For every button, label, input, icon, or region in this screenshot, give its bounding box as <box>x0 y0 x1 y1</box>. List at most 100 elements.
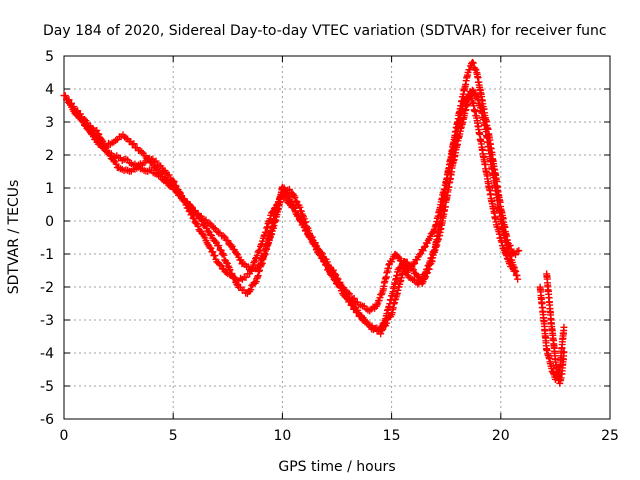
data-point-marker <box>248 264 256 272</box>
data-point-marker <box>388 258 396 266</box>
data-point-marker <box>336 278 344 286</box>
data-point-marker <box>291 193 299 201</box>
data-point-marker <box>221 233 229 241</box>
plot-frame <box>63 55 611 420</box>
data-points <box>60 58 568 387</box>
grid-lines <box>64 56 610 419</box>
data-point-marker <box>190 215 198 223</box>
data-point-marker <box>206 231 214 239</box>
data-point-marker <box>366 321 374 329</box>
data-point-marker <box>169 177 177 185</box>
data-point-marker <box>423 269 431 277</box>
data-point-marker <box>362 317 370 325</box>
y-tick-label: -4 <box>40 346 54 362</box>
data-point-marker <box>207 244 215 252</box>
data-point-marker <box>553 372 561 380</box>
data-point-marker <box>422 273 430 281</box>
data-point-marker <box>198 217 206 225</box>
data-point-marker <box>421 274 429 282</box>
y-tick-label: 3 <box>45 115 54 131</box>
data-point-marker <box>65 99 73 107</box>
data-point-marker <box>61 92 69 100</box>
data-point-marker <box>100 140 108 148</box>
data-point-marker <box>180 197 188 205</box>
data-point-marker <box>219 232 227 240</box>
y-tick-label: -6 <box>40 412 54 428</box>
data-point-marker <box>210 224 218 232</box>
data-point-marker <box>211 237 219 245</box>
data-point-marker <box>176 189 184 197</box>
data-point-marker <box>209 248 217 256</box>
data-point-marker <box>247 286 255 294</box>
data-point-marker <box>217 262 225 270</box>
data-point-marker <box>138 148 146 156</box>
data-point-marker <box>425 265 433 273</box>
data-point-marker <box>411 259 419 267</box>
y-tick-label: 2 <box>45 148 54 164</box>
axis-ticks: 0 5 10 15 20 25 -6 -5 -4 -3 -2 -1 0 1 2 3 4 5 <box>40 49 619 444</box>
chart-title: Day 184 of 2020, Sidereal Day-to-day VTE… <box>43 23 607 39</box>
data-point-marker <box>420 243 428 251</box>
x-axis-label: GPS time / hours <box>278 459 395 475</box>
data-point-marker <box>333 274 341 282</box>
data-point-marker <box>256 246 264 254</box>
data-point-marker <box>224 237 232 245</box>
data-point-marker <box>471 65 479 73</box>
data-point-marker <box>318 250 326 258</box>
data-point-marker <box>428 229 436 237</box>
data-point-marker <box>215 242 223 250</box>
data-point-marker <box>290 204 298 212</box>
data-point-marker <box>416 251 424 259</box>
data-point-marker <box>130 140 138 148</box>
series-track-c <box>71 88 519 338</box>
data-point-marker <box>383 319 391 327</box>
data-point-marker <box>242 273 250 281</box>
series-track-d <box>543 270 568 387</box>
data-point-marker <box>110 156 118 164</box>
data-point-marker <box>250 259 258 267</box>
data-point-marker <box>514 275 522 283</box>
y-tick-label: 5 <box>45 49 54 65</box>
data-point-marker <box>204 227 212 235</box>
data-point-marker <box>394 253 402 261</box>
data-point-marker <box>159 172 167 180</box>
data-point-marker <box>515 247 523 255</box>
data-point-marker <box>349 299 357 307</box>
data-point-marker <box>268 208 276 216</box>
data-point-marker <box>466 66 474 74</box>
data-point-marker <box>396 264 404 272</box>
data-point-marker <box>296 217 304 225</box>
data-point-marker <box>474 96 482 104</box>
x-tick-label: 25 <box>601 428 619 444</box>
data-point-marker <box>332 271 340 279</box>
data-point-marker <box>402 267 410 275</box>
data-point-marker <box>227 241 235 249</box>
data-point-marker <box>165 171 173 179</box>
data-point-marker <box>419 247 427 255</box>
data-point-marker <box>503 254 511 262</box>
data-point-marker <box>289 203 297 211</box>
y-axis-label: SDTVAR / TECUs <box>6 180 22 295</box>
data-point-marker <box>253 252 261 260</box>
data-point-marker <box>311 239 319 247</box>
data-point-marker <box>292 197 300 205</box>
data-point-marker <box>511 267 519 275</box>
x-tick-label: 10 <box>273 428 291 444</box>
x-tick-label: 0 <box>60 428 69 444</box>
data-point-marker <box>194 222 202 230</box>
data-point-marker <box>112 160 120 168</box>
data-point-marker <box>211 252 219 260</box>
series-track-a <box>60 58 523 315</box>
data-point-marker <box>220 251 228 259</box>
y-tick-label: -1 <box>40 247 54 263</box>
data-point-marker <box>560 323 568 331</box>
data-point-marker <box>378 327 386 335</box>
data-point-marker <box>98 136 106 144</box>
data-point-marker <box>317 249 325 257</box>
y-tick-label: -2 <box>40 280 54 296</box>
data-point-marker <box>323 258 331 266</box>
data-point-marker <box>128 141 136 149</box>
data-point-marker <box>175 188 183 196</box>
x-tick-label: 20 <box>492 428 510 444</box>
